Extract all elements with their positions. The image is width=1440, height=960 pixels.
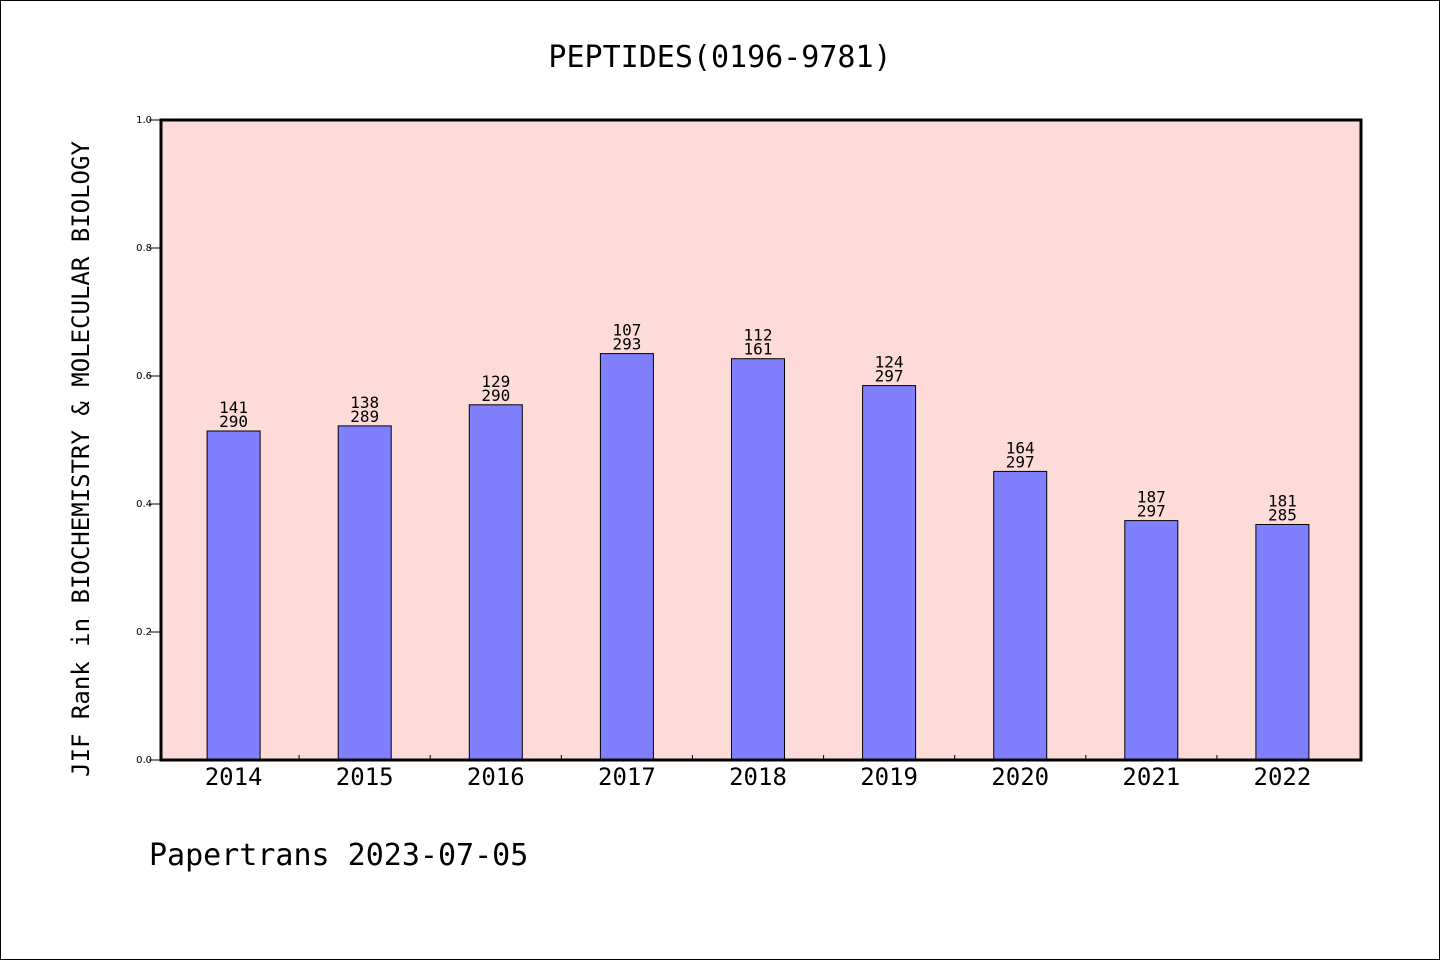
x-tick-label-2017: 2017 [598, 763, 656, 791]
data-label-total-2017: 293 [612, 335, 641, 354]
data-label-rank-2015: 138 [350, 393, 379, 412]
data-label-rank-2021: 187 [1137, 488, 1166, 507]
data-label-rank-2020: 164 [1006, 438, 1035, 457]
data-label-total-2021: 297 [1137, 502, 1166, 521]
data-label-rank-2018: 112 [744, 326, 773, 345]
y-tick-label-0.2: 0.2 [136, 627, 152, 638]
x-tick-label-2018: 2018 [729, 763, 787, 791]
y-axis: 0.0 0.2 0.4 0.6 0.8 1.0 [136, 115, 161, 766]
y-tick-label-0.0: 0.0 [136, 755, 152, 766]
bar-2015 [337, 425, 392, 761]
x-tick-label-2019: 2019 [860, 763, 918, 791]
data-label-total-2019: 297 [875, 367, 904, 386]
data-label-total-2018: 161 [744, 340, 773, 359]
x-tick-label-2022: 2022 [1254, 763, 1312, 791]
data-label-total-2015: 289 [350, 407, 379, 426]
bar-2021 [1124, 520, 1179, 761]
x-tick-label-2020: 2020 [991, 763, 1049, 791]
y-tick-label-0.6: 0.6 [136, 371, 152, 382]
bar-2022 [1255, 524, 1310, 761]
bar-2014 [206, 430, 261, 761]
data-label-total-2014: 290 [219, 412, 248, 431]
chart-title: PEPTIDES(0196-9781) [548, 40, 891, 75]
x-tick-label-2015: 2015 [336, 763, 394, 791]
data-label-total-2020: 297 [1006, 452, 1035, 471]
y-axis-label: JIF Rank in BIOCHEMISTRY & MOLECULAR BIO… [67, 141, 95, 777]
bar-2016 [468, 404, 523, 761]
bar-2019 [862, 385, 917, 761]
y-tick-label-0.8: 0.8 [136, 243, 152, 254]
data-label-rank-2014: 141 [219, 398, 248, 417]
data-label-rank-2016: 129 [481, 372, 510, 391]
x-tick-label-2014: 2014 [205, 763, 263, 791]
data-label-total-2022: 285 [1268, 506, 1297, 525]
bar-2020 [993, 470, 1048, 761]
x-tick-label-2016: 2016 [467, 763, 525, 791]
data-label-rank-2022: 181 [1268, 492, 1297, 511]
bar-2018 [731, 358, 785, 761]
x-axis: 2014 2015 2016 2017 2018 2019 2020 2021 2022 [205, 755, 1312, 791]
x-tick-label-2021: 2021 [1122, 763, 1180, 791]
data-label-total-2016: 290 [481, 386, 510, 405]
footer-text: Papertrans 2023-07-05 [149, 838, 528, 873]
plot-border [159, 118, 1363, 762]
data-label-rank-2019: 124 [875, 353, 904, 372]
y-tick-label-1.0: 1.0 [136, 115, 152, 126]
data-label-rank-2017: 107 [612, 321, 641, 340]
y-tick-label-0.4: 0.4 [136, 499, 152, 510]
bar-2017 [599, 353, 654, 761]
